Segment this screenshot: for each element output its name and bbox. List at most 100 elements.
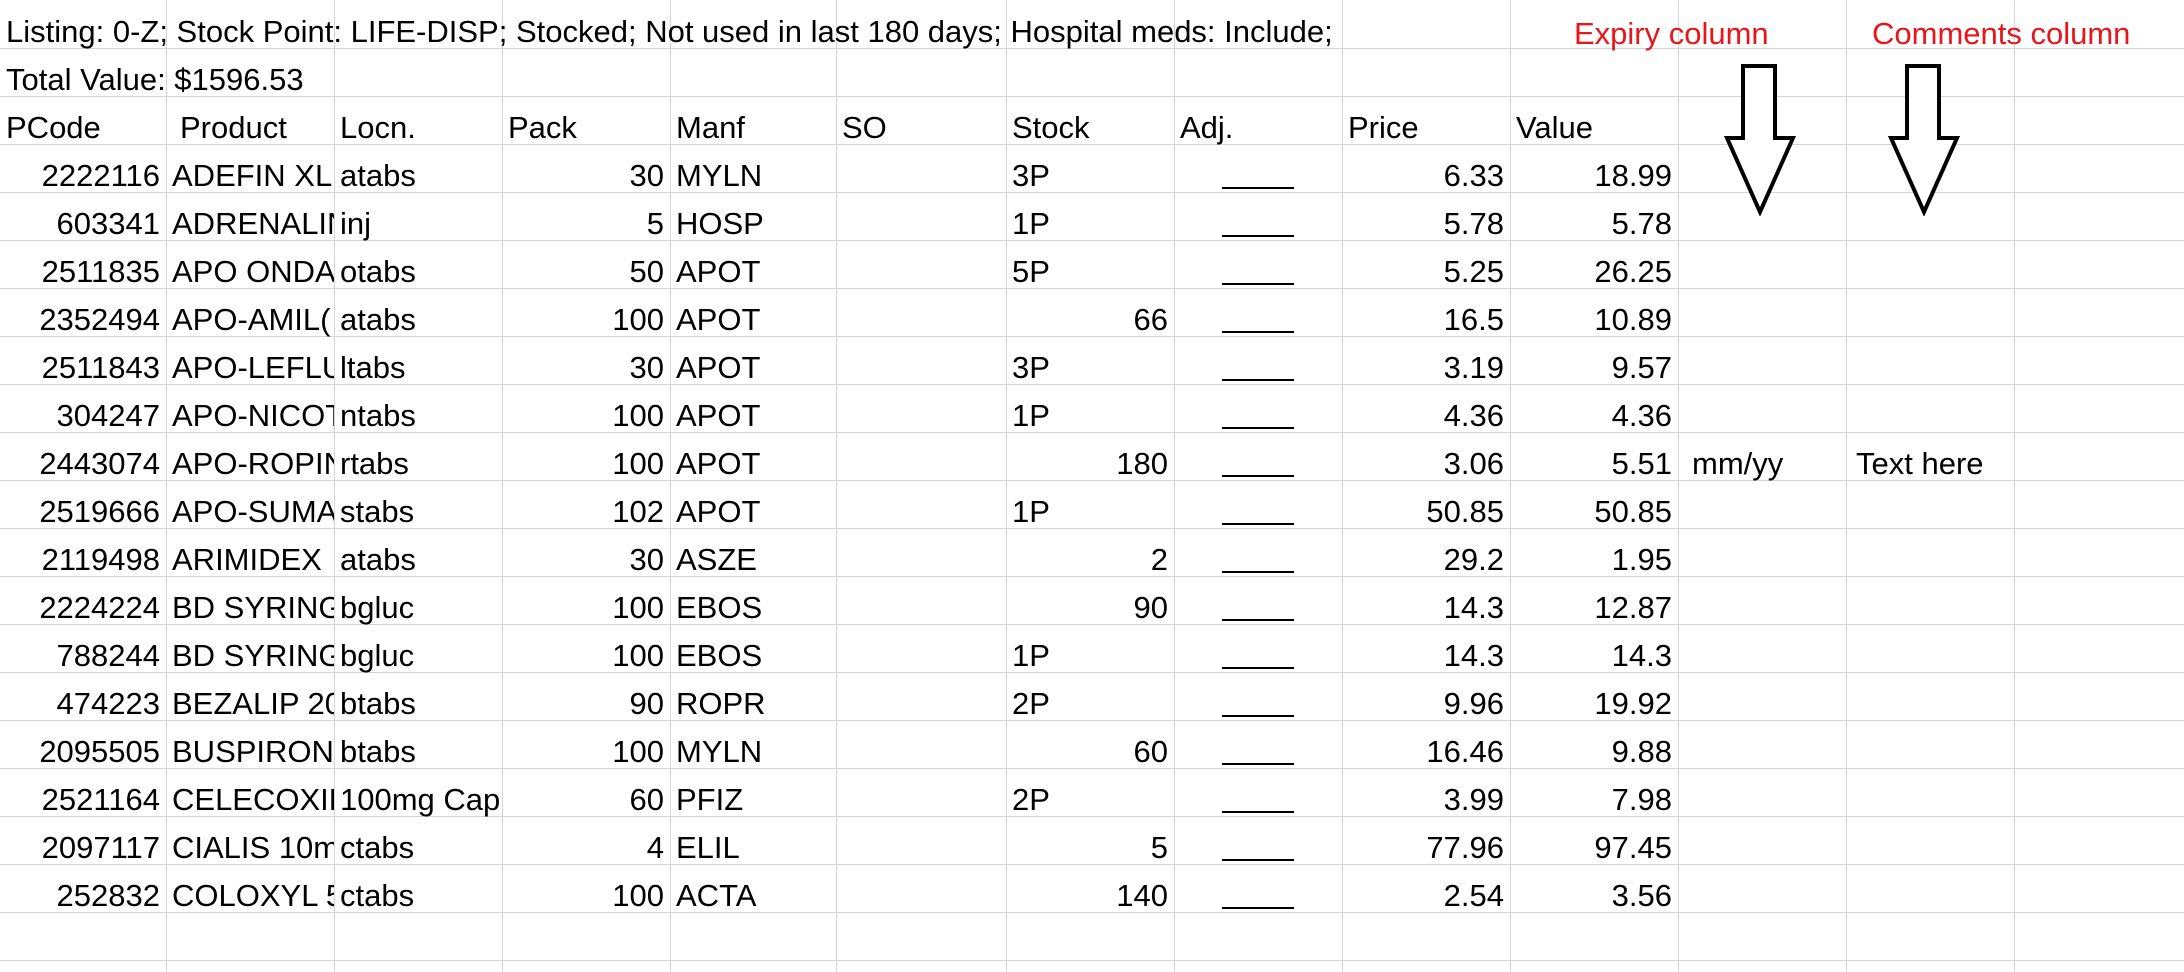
- cell-price[interactable]: 3.19: [1443, 350, 1504, 385]
- cell-pcode[interactable]: 2521164: [41, 782, 160, 817]
- cell-so[interactable]: [836, 680, 1006, 728]
- cell-locn[interactable]: stabs: [340, 494, 415, 529]
- cell-pcode[interactable]: 2511835: [41, 254, 160, 289]
- cell-pack[interactable]: 100: [612, 302, 664, 337]
- cell-adj[interactable]: [1174, 200, 1342, 248]
- cell-product[interactable]: CIALIS 10m: [172, 830, 334, 865]
- cell-adj[interactable]: [1174, 248, 1342, 296]
- cell-locn[interactable]: bgluc: [340, 590, 415, 625]
- cell-stock[interactable]: 3P: [1012, 158, 1050, 193]
- cell-product[interactable]: COLOXYL 5: [172, 878, 334, 913]
- cell-stock[interactable]: 1P: [1012, 494, 1050, 529]
- cell-price[interactable]: 50.85: [1426, 494, 1504, 529]
- cell-pcode[interactable]: 2511843: [41, 350, 160, 385]
- cell-pack[interactable]: 100: [612, 398, 664, 433]
- cell-comments[interactable]: Text here: [1856, 446, 1984, 481]
- cell-adj[interactable]: [1174, 680, 1342, 728]
- cell-manf[interactable]: EBOS: [676, 638, 763, 673]
- cell-pack[interactable]: 100: [612, 590, 664, 625]
- cell-pack[interactable]: 60: [629, 782, 664, 817]
- cell-price[interactable]: 3.99: [1443, 782, 1504, 817]
- cell-stock[interactable]: 2: [1150, 542, 1168, 577]
- cell-adj[interactable]: [1174, 728, 1342, 776]
- header-stock[interactable]: Stock: [1012, 110, 1090, 145]
- cell-pack[interactable]: 100: [612, 734, 664, 769]
- cell-value[interactable]: 12.87: [1594, 590, 1672, 625]
- cell-adj[interactable]: [1174, 872, 1342, 920]
- cell-so[interactable]: [836, 488, 1006, 536]
- cell-value[interactable]: 9.88: [1611, 734, 1672, 769]
- cell-stock[interactable]: 5: [1150, 830, 1168, 865]
- cell-pack[interactable]: 4: [646, 830, 664, 865]
- cell-adj[interactable]: [1174, 488, 1342, 536]
- cell-pack[interactable]: 30: [629, 542, 664, 577]
- cell-value[interactable]: 50.85: [1594, 494, 1672, 529]
- cell-manf[interactable]: APOT: [676, 302, 761, 337]
- cell-adj[interactable]: [1174, 776, 1342, 824]
- cell-price[interactable]: 14.3: [1443, 638, 1504, 673]
- cell-adj[interactable]: [1174, 392, 1342, 440]
- cell-value[interactable]: 3.56: [1611, 878, 1672, 913]
- cell-stock[interactable]: 3P: [1012, 350, 1050, 385]
- cell-value[interactable]: 10.89: [1594, 302, 1672, 337]
- cell-manf[interactable]: ASZE: [676, 542, 757, 577]
- cell-so[interactable]: [836, 392, 1006, 440]
- cell-locn[interactable]: atabs: [340, 542, 416, 577]
- cell-adj[interactable]: [1174, 824, 1342, 872]
- cell-locn[interactable]: ctabs: [340, 878, 415, 913]
- cell-manf[interactable]: APOT: [676, 398, 761, 433]
- cell-pcode[interactable]: 2443074: [39, 446, 160, 481]
- cell-so[interactable]: [836, 344, 1006, 392]
- cell-value[interactable]: 7.98: [1611, 782, 1672, 817]
- cell-price[interactable]: 2.54: [1443, 878, 1504, 913]
- cell-pcode[interactable]: 603341: [56, 206, 160, 241]
- cell-so[interactable]: [836, 296, 1006, 344]
- header-product[interactable]: Product: [180, 110, 287, 145]
- header-pcode[interactable]: PCode: [6, 110, 101, 145]
- cell-value[interactable]: 97.45: [1594, 830, 1672, 865]
- cell-product[interactable]: BD SYRING: [172, 638, 334, 673]
- cell-so[interactable]: [836, 872, 1006, 920]
- cell-price[interactable]: 9.96: [1443, 686, 1504, 721]
- cell-product[interactable]: BEZALIP 20: [172, 686, 334, 721]
- cell-stock[interactable]: 2P: [1012, 686, 1050, 721]
- cell-stock[interactable]: 180: [1116, 446, 1168, 481]
- cell-manf[interactable]: APOT: [676, 350, 761, 385]
- header-pack[interactable]: Pack: [508, 110, 577, 145]
- cell-value[interactable]: 5.51: [1611, 446, 1672, 481]
- cell-stock[interactable]: 90: [1133, 590, 1168, 625]
- cell-product[interactable]: APO-AMIL(: [172, 302, 331, 337]
- cell-locn[interactable]: rtabs: [340, 446, 409, 481]
- cell-pcode[interactable]: 2352494: [39, 302, 160, 337]
- cell-pcode[interactable]: 2519666: [39, 494, 160, 529]
- cell-price[interactable]: 5.25: [1443, 254, 1504, 289]
- cell-pcode[interactable]: 2095505: [39, 734, 160, 769]
- cell-product[interactable]: ADRENALIN: [172, 206, 334, 241]
- cell-price[interactable]: 29.2: [1443, 542, 1504, 577]
- cell-expiry[interactable]: mm/yy: [1692, 446, 1784, 481]
- total-value-text[interactable]: Total Value: $1596.53: [6, 62, 304, 97]
- cell-pcode[interactable]: 2222116: [41, 158, 160, 193]
- cell-so[interactable]: [836, 152, 1006, 200]
- cell-price[interactable]: 14.3: [1443, 590, 1504, 625]
- cell-manf[interactable]: ACTA: [676, 878, 757, 913]
- cell-product[interactable]: BD SYRING: [172, 590, 334, 625]
- cell-pcode[interactable]: 2224224: [39, 590, 160, 625]
- cell-product[interactable]: APO-LEFLU: [172, 350, 334, 385]
- cell-locn[interactable]: btabs: [340, 734, 416, 769]
- cell-pack[interactable]: 100: [612, 638, 664, 673]
- cell-product[interactable]: BUSPIRONI: [172, 734, 334, 769]
- header-price[interactable]: Price: [1348, 110, 1419, 145]
- cell-product[interactable]: APO-ROPIN: [172, 446, 334, 481]
- cell-value[interactable]: 4.36: [1611, 398, 1672, 433]
- cell-pack[interactable]: 50: [629, 254, 664, 289]
- cell-product[interactable]: APO-NICOT: [172, 398, 334, 433]
- cell-manf[interactable]: ROPR: [676, 686, 766, 721]
- cell-so[interactable]: [836, 248, 1006, 296]
- header-manf[interactable]: Manf: [676, 110, 745, 145]
- cell-price[interactable]: 16.5: [1443, 302, 1504, 337]
- cell-adj[interactable]: [1174, 152, 1342, 200]
- cell-value[interactable]: 26.25: [1594, 254, 1672, 289]
- cell-pack[interactable]: 100: [612, 446, 664, 481]
- cell-pcode[interactable]: 304247: [56, 398, 160, 433]
